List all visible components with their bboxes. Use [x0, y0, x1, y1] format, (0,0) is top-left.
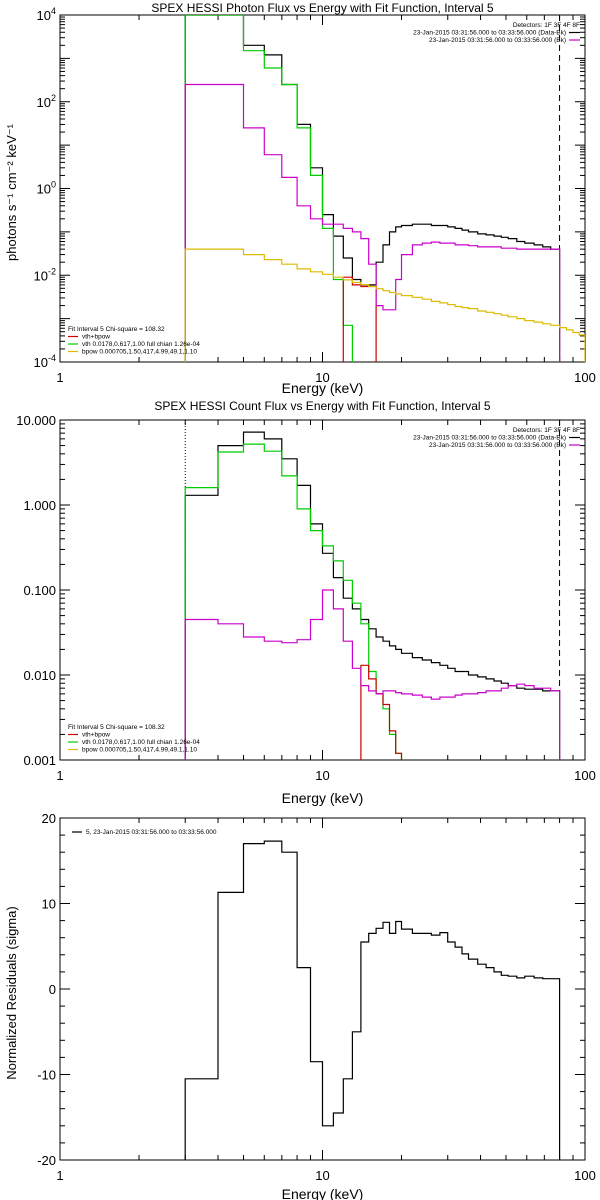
legend-entry-label: 23-Jan-2015 03:31:56.000 to 03:33:56.000… — [429, 442, 566, 449]
y-tick-label: -20 — [37, 1153, 56, 1168]
x-axis-ticks — [59, 818, 574, 1160]
y-tick-label: 10.000 — [16, 413, 56, 428]
legend-entry-label: vth 0.0178,0.617,1.00 full chian 1.26e-0… — [82, 341, 200, 348]
legend-entry-label: vth+bpow — [82, 732, 110, 739]
series-line-1 — [184, 840, 561, 1160]
y-tick-base: 10 — [37, 182, 51, 197]
series-group — [184, 15, 585, 362]
x-axis-ticks — [59, 420, 574, 760]
chart-panel-3: 1 10 100 -20 -10 0 10 20 Energy (keV) Normalized … — [4, 811, 596, 1200]
y-tick-label: 1.000 — [23, 498, 56, 513]
chart-panel-1: SPEX HESSI Photon Flux vs Energy with Fi… — [4, 1, 596, 396]
series-line-4 — [184, 83, 561, 362]
x-axis-ticks — [59, 15, 574, 362]
y-tick-label: 0.010 — [23, 668, 56, 683]
series-line-1 — [184, 15, 561, 362]
y-tick-label: 104 — [37, 6, 56, 23]
y-axis-label: photons s⁻¹ cm⁻² keV⁻¹ — [4, 123, 19, 261]
series-line-2 — [184, 443, 403, 760]
chart-title: SPEX HESSI Photon Flux vs Energy with Fi… — [151, 1, 493, 15]
y-tick-label: -10 — [37, 1068, 56, 1083]
legend-entry-label: bpow 0.000705,1.50,417,4.99,49.1,1.10 — [82, 349, 197, 356]
x-tick-label: 10 — [315, 370, 329, 385]
legend-bottom-left: Fit Interval 5 Chi-square = 108.32vth+bp… — [68, 724, 200, 754]
series-line-3 — [342, 276, 377, 362]
y-axis-label: Normalized Residuals (sigma) — [4, 906, 19, 1079]
x-tick-label: 100 — [574, 370, 596, 385]
x-tick-label: 1 — [56, 370, 63, 385]
legend-header: Fit Interval 5 Chi-square = 108.32 — [68, 724, 165, 731]
y-tick-label: 100 — [37, 180, 56, 197]
x-axis-label: Energy (keV) — [282, 1186, 364, 1200]
legend-header: Detectors: 1F 3F 4F 8F — [513, 427, 580, 434]
series-line-5 — [184, 248, 585, 362]
x-tick-label: 10 — [315, 1168, 329, 1183]
y-tick-base: 10 — [37, 8, 51, 23]
y-tick-exponent: 0 — [51, 180, 56, 190]
y-axis-ticks — [60, 817, 585, 1161]
legend-entry-label: vth 0.0178,0.617,1.00 full chian 1.26e-0… — [82, 739, 200, 746]
series-line-3 — [360, 664, 403, 760]
y-tick-label: 10-2 — [34, 266, 56, 283]
y-tick-label: 102 — [37, 93, 56, 110]
chart-title: SPEX HESSI Count Flux vs Energy with Fit… — [154, 399, 490, 413]
series-line-2 — [184, 15, 353, 362]
y-tick-label: 20 — [42, 811, 56, 826]
x-axis-label: Energy (keV) — [282, 790, 364, 806]
legend-top-left: 5, 23-Jan-2015 03:31:56.000 to 03:33:56.… — [72, 829, 217, 836]
x-tick-label: 100 — [574, 768, 596, 783]
y-tick-label: 10-4 — [34, 353, 56, 370]
y-tick-exponent: 2 — [51, 93, 56, 103]
series-line-1 — [184, 431, 561, 760]
y-tick-label: 0.001 — [23, 753, 56, 768]
y-tick-exponent: -4 — [48, 353, 56, 363]
series-group — [184, 840, 561, 1160]
legend-entry-label: vth+bpow — [82, 334, 110, 341]
series-group — [184, 431, 561, 760]
series-line-4 — [184, 589, 561, 760]
y-axis-ticks — [60, 14, 585, 363]
y-tick-base: 10 — [37, 95, 51, 110]
legend-header: Detectors: 1F 3F 4F 8F — [513, 22, 580, 29]
y-tick-exponent: -2 — [48, 266, 56, 276]
legend-entry-label: 23-Jan-2015 03:31:56.000 to 03:33:56.000… — [413, 30, 566, 37]
legend-bottom-left: Fit Interval 5 Chi-square = 108.32vth+bp… — [68, 326, 200, 356]
y-tick-exponent: 4 — [51, 6, 56, 16]
chart-panel-2: SPEX HESSI Count Flux vs Energy with Fit… — [16, 399, 596, 806]
x-tick-label: 1 — [56, 768, 63, 783]
y-tick-base: 10 — [34, 355, 48, 370]
legend-entry-label: 23-Jan-2015 03:31:56.000 to 03:33:56.000… — [413, 435, 566, 442]
x-tick-label: 10 — [315, 768, 329, 783]
y-tick-label: 10 — [42, 897, 56, 912]
x-axis-label: Energy (keV) — [282, 380, 364, 396]
y-tick-base: 10 — [34, 268, 48, 283]
x-tick-label: 1 — [56, 1168, 63, 1183]
legend-entry-label: bpow 0.000705,1.50,417,4.99,49.1,1.10 — [82, 747, 197, 754]
y-axis-ticks — [60, 419, 585, 761]
legend-entry-label: 5, 23-Jan-2015 03:31:56.000 to 03:33:56.… — [86, 829, 217, 836]
y-tick-label: 0.100 — [23, 583, 56, 598]
x-tick-label: 100 — [574, 1168, 596, 1183]
legend-entry-label: 23-Jan-2015 03:31:56.000 to 03:33:56.000… — [429, 37, 566, 44]
legend-header: Fit Interval 5 Chi-square = 108.32 — [68, 326, 165, 333]
y-tick-label: 0 — [49, 982, 56, 997]
